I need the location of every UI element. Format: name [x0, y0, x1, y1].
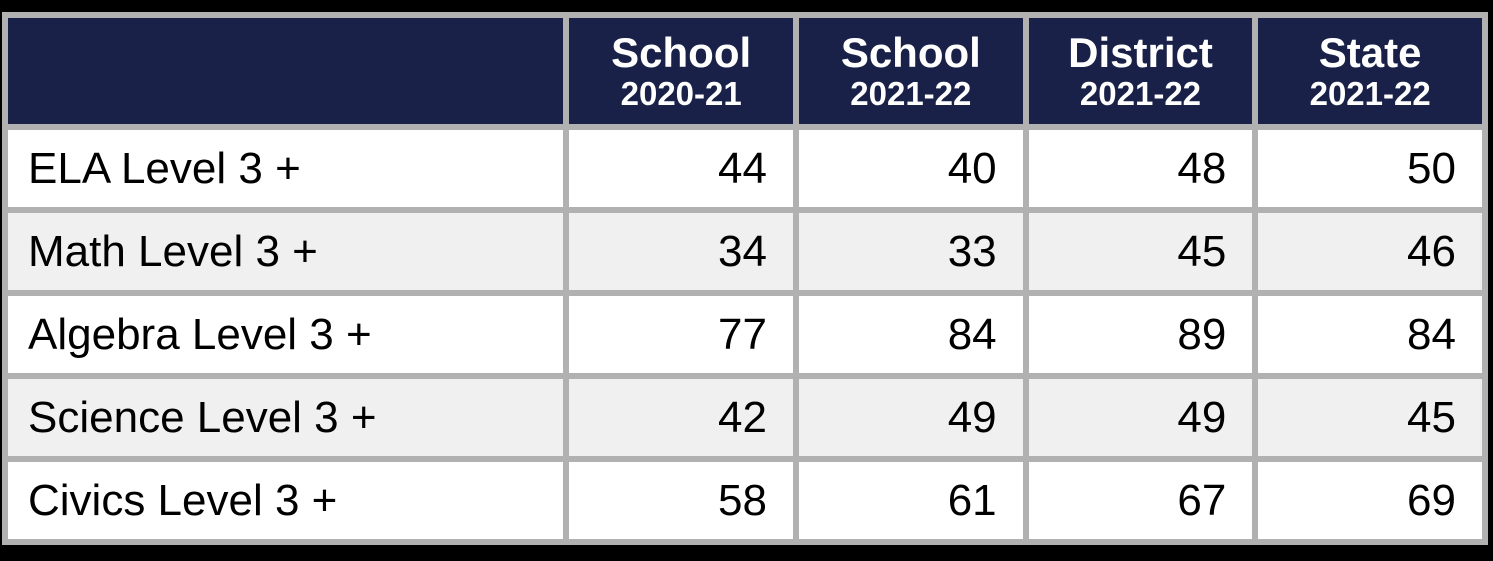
row-label: Algebra Level 3 +	[8, 296, 564, 373]
value-cell: 69	[1258, 462, 1482, 539]
column-header-school-2021-22: School 2021-22	[799, 18, 1023, 124]
scores-table-frame: School 2020-21 School 2021-22 District 2…	[2, 12, 1488, 545]
column-header-title: District	[1068, 28, 1213, 76]
value-cell: 45	[1028, 213, 1253, 290]
column-header-title: School	[611, 28, 752, 76]
row-label: Math Level 3 +	[8, 213, 564, 290]
column-header-title: School	[840, 28, 981, 76]
value-cell: 33	[799, 213, 1023, 290]
value-cell: 46	[1258, 213, 1482, 290]
value-cell: 49	[1028, 379, 1253, 456]
row-label: ELA Level 3 +	[8, 130, 564, 207]
column-header-year: 2021-22	[1309, 74, 1431, 112]
value-cell: 48	[1028, 130, 1253, 207]
value-cell: 34	[569, 213, 793, 290]
value-cell: 40	[799, 130, 1023, 207]
column-header-title: State	[1318, 28, 1422, 76]
corner-cell	[8, 18, 564, 124]
scores-table: School 2020-21 School 2021-22 District 2…	[2, 12, 1488, 545]
column-header-district-2021-22: District 2021-22	[1028, 18, 1253, 124]
table-row-science: Science Level 3 + 42 49 49 45	[8, 379, 1482, 456]
row-label: Science Level 3 +	[8, 379, 564, 456]
value-cell: 42	[569, 379, 793, 456]
value-cell: 67	[1028, 462, 1253, 539]
column-header-state-2021-22: State 2021-22	[1258, 18, 1482, 124]
value-cell: 61	[799, 462, 1023, 539]
value-cell: 45	[1258, 379, 1482, 456]
table-row-ela: ELA Level 3 + 44 40 48 50	[8, 130, 1482, 207]
value-cell: 84	[1258, 296, 1482, 373]
table-row-algebra: Algebra Level 3 + 77 84 89 84	[8, 296, 1482, 373]
table-row-math: Math Level 3 + 34 33 45 46	[8, 213, 1482, 290]
value-cell: 50	[1258, 130, 1482, 207]
table-row-civics: Civics Level 3 + 58 61 67 69	[8, 462, 1482, 539]
value-cell: 89	[1028, 296, 1253, 373]
value-cell: 58	[569, 462, 793, 539]
column-header-year: 2020-21	[620, 74, 742, 112]
value-cell: 84	[799, 296, 1023, 373]
column-header-year: 2021-22	[850, 74, 972, 112]
header-row: School 2020-21 School 2021-22 District 2…	[8, 18, 1482, 124]
column-header-school-2020-21: School 2020-21	[569, 18, 793, 124]
value-cell: 49	[799, 379, 1023, 456]
row-label: Civics Level 3 +	[8, 462, 564, 539]
value-cell: 44	[569, 130, 793, 207]
value-cell: 77	[569, 296, 793, 373]
column-header-year: 2021-22	[1079, 74, 1202, 112]
